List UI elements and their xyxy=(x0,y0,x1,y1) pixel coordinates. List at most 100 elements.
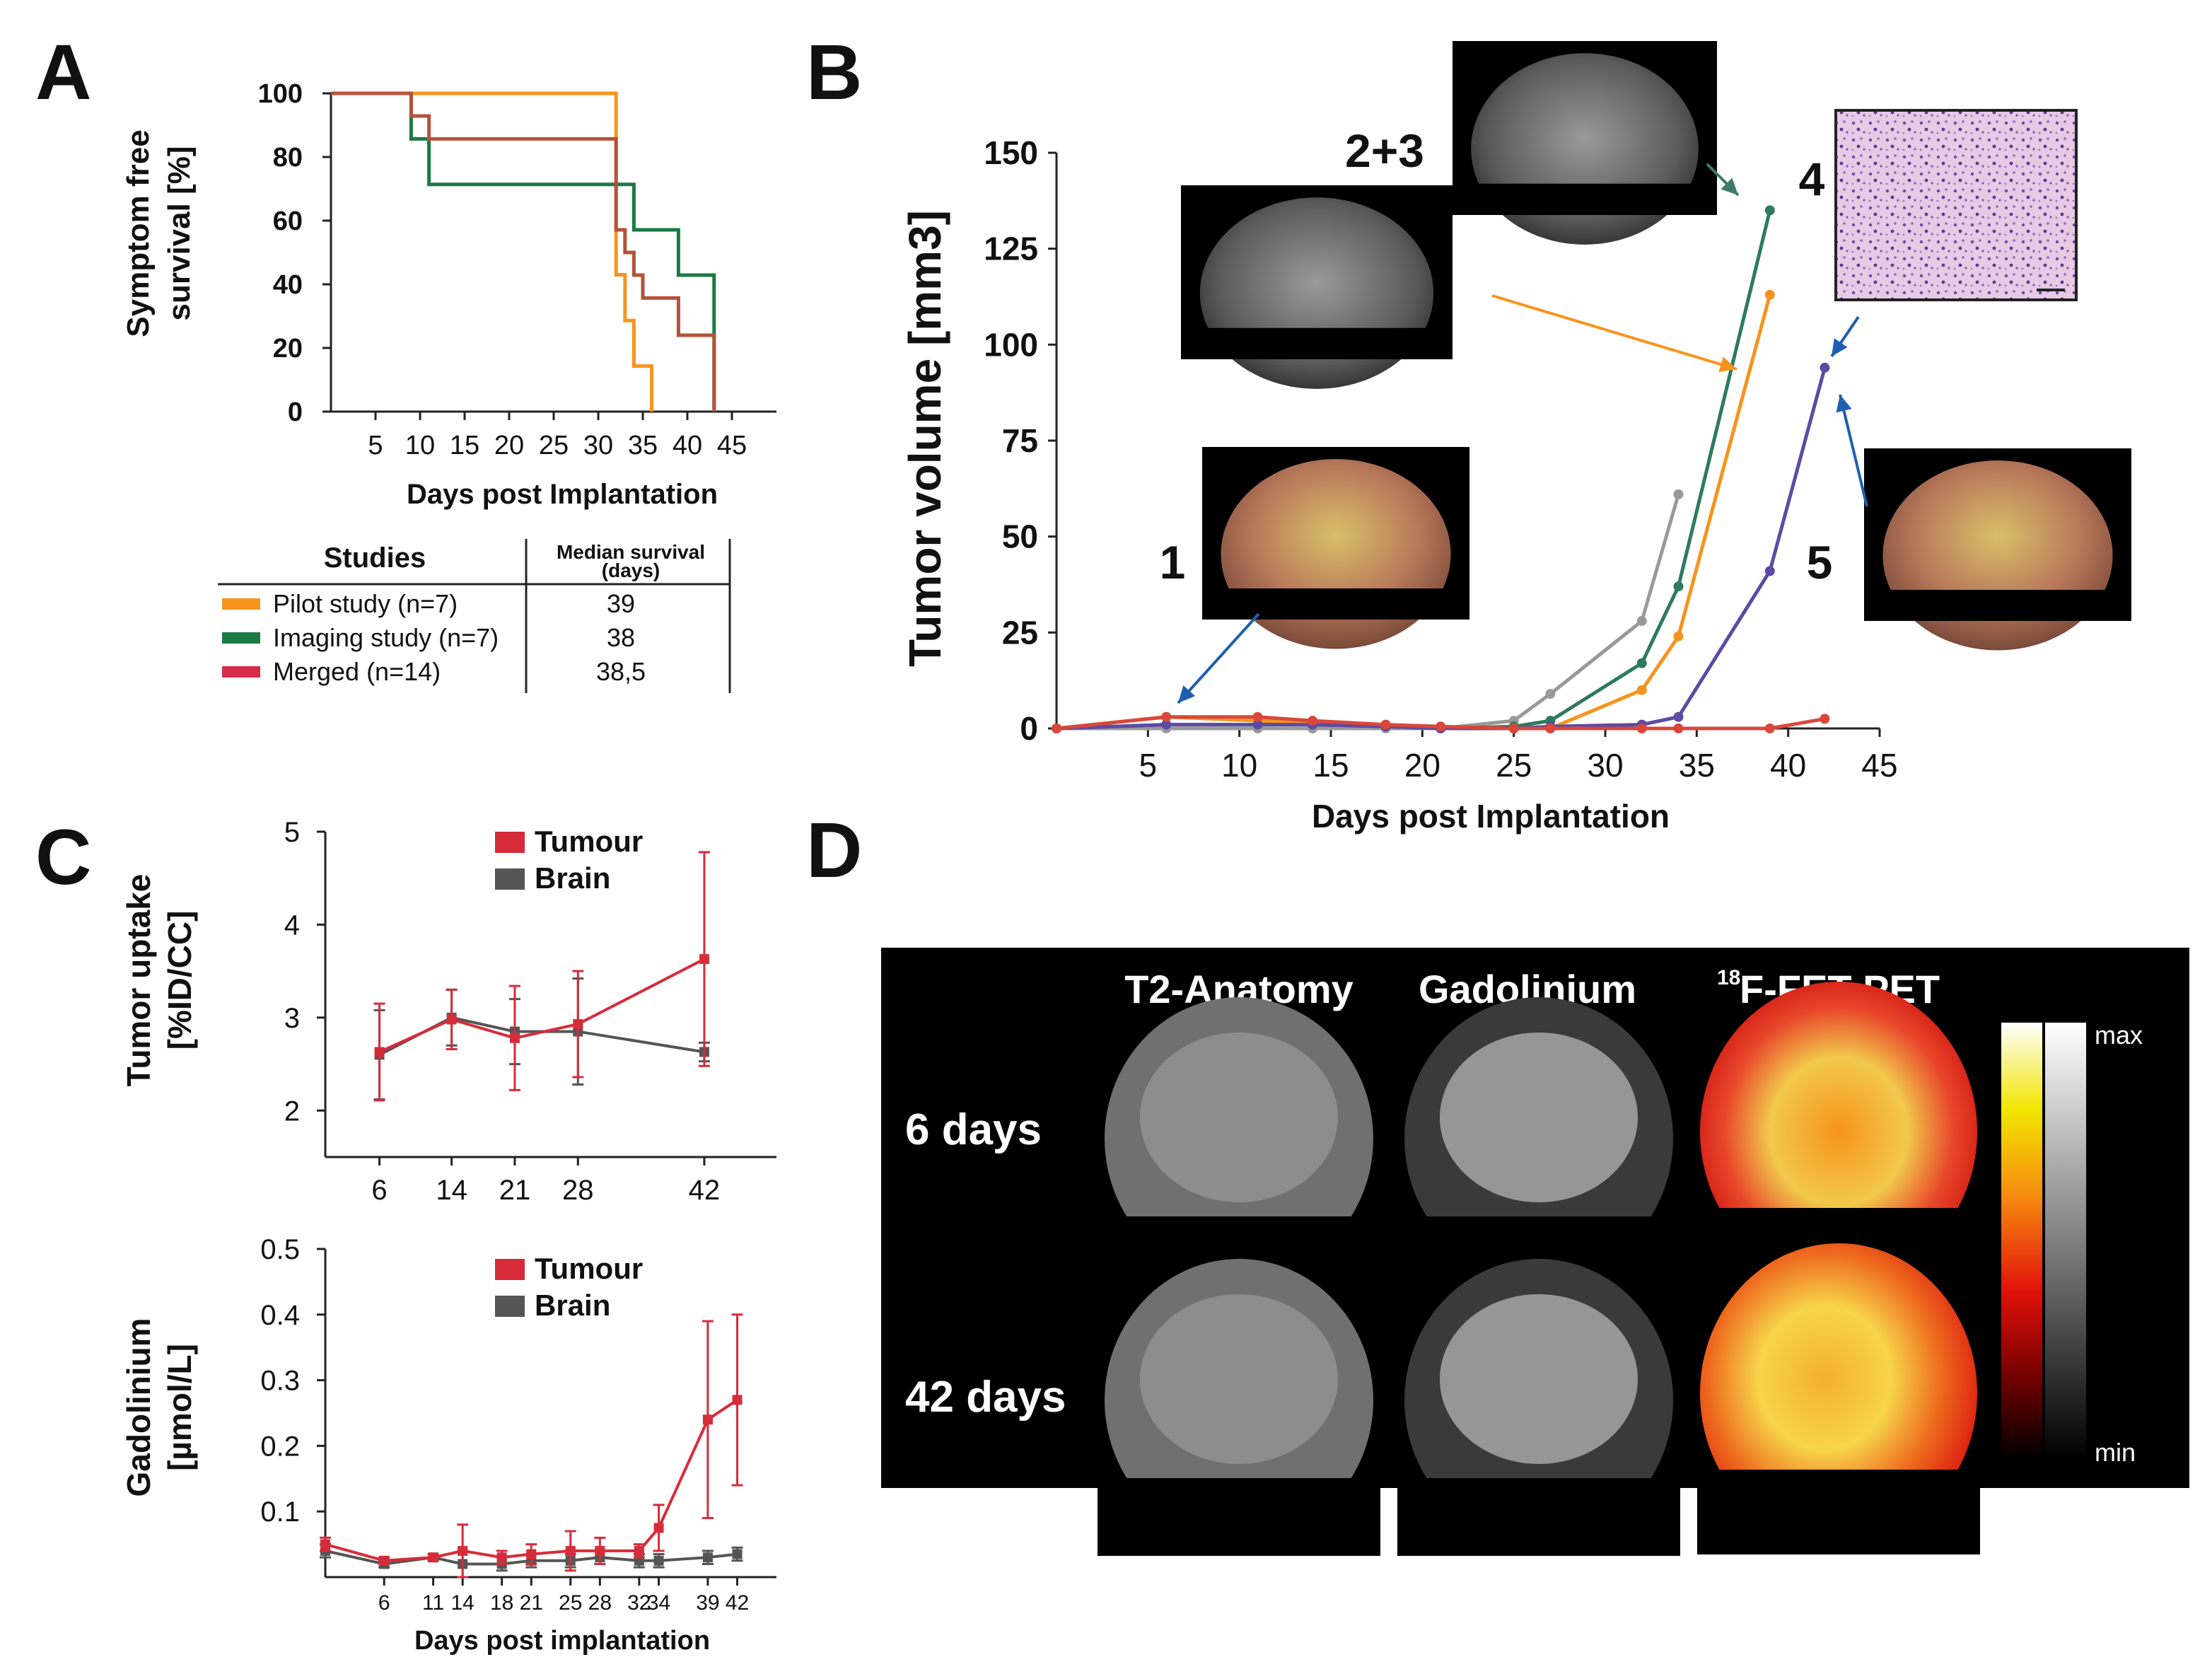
survival-x-tick-label: 5 xyxy=(368,431,383,460)
arrow-to-day6-shaft xyxy=(1177,612,1260,704)
scan-r1-c0-brain xyxy=(1140,1294,1338,1464)
y-tick-label: 2 xyxy=(284,1095,300,1127)
panel-letter-d: D xyxy=(806,807,862,894)
volume-point-3-1 xyxy=(1161,719,1172,730)
data-marker xyxy=(458,1545,468,1556)
survival-x-tick-label: 30 xyxy=(583,431,613,460)
volume-y-tick-label: 50 xyxy=(1002,518,1038,555)
survival-axes: 5 10 15 20 25 30 35 40 45 0 20 40 60 80 100 xyxy=(258,79,776,460)
table-header-median-line1: Median survival xyxy=(557,541,705,563)
fusion-inset-5 xyxy=(1864,448,2131,651)
data-marker xyxy=(653,1555,664,1566)
volume-y-tick-label: 150 xyxy=(984,134,1038,171)
survival-x-tick-label: 35 xyxy=(628,431,658,460)
legend-swatch-0 xyxy=(495,832,525,853)
data-marker xyxy=(320,1539,330,1550)
data-marker xyxy=(446,1014,457,1025)
annotation-5: 5 xyxy=(1807,536,1833,588)
scan-r1-c1 xyxy=(1397,1259,1680,1556)
volume-x-tick-label: 30 xyxy=(1587,747,1623,784)
volume-x-tick-label: 35 xyxy=(1679,747,1715,784)
panel-letter-a: A xyxy=(35,29,91,116)
x-tick-label: 14 xyxy=(436,1175,467,1206)
survival-y-tick-label: 0 xyxy=(288,397,303,427)
fusion-inset-1-base xyxy=(1202,588,1469,620)
scan-r0-c1-brain xyxy=(1440,1033,1638,1202)
data-marker xyxy=(732,1549,743,1559)
survival-ylabel-line2: survival [%] xyxy=(162,146,197,321)
legend-label-0: Tumour xyxy=(535,825,643,858)
colorbar-max-label: max xyxy=(2095,1021,2143,1050)
volume-point-4-9 xyxy=(1673,723,1684,733)
table-swatch-2 xyxy=(222,666,260,678)
legend-swatch-0 xyxy=(495,1259,525,1280)
fusion-inset-1-brain xyxy=(1221,459,1451,649)
y-tick-label: 0.5 xyxy=(260,1234,300,1265)
series-line-0 xyxy=(378,958,705,1054)
gadolinium-ylabel-line1: Gadolinium xyxy=(120,1318,157,1497)
tumor-volume-arrows xyxy=(1177,163,1868,704)
survival-curves xyxy=(331,91,716,412)
x-tick-label: 21 xyxy=(520,1591,543,1615)
x-tick-label: 42 xyxy=(689,1175,721,1206)
gadolinium-legend: Tumour Brain xyxy=(495,1252,643,1322)
volume-x-tick-label: 5 xyxy=(1139,747,1158,784)
volume-point-4-6 xyxy=(1508,723,1519,733)
scan-r1-c2-pet xyxy=(1700,1243,1977,1543)
scan-r1-c2 xyxy=(1697,1243,1980,1554)
volume-point-1-8 xyxy=(1636,658,1647,668)
scan-r1-c2-mask xyxy=(1697,1470,1980,1554)
scan-r0-c0-brain xyxy=(1140,1033,1338,1202)
survival-y-tick-label: 100 xyxy=(258,79,303,109)
y-tick-label: 4 xyxy=(284,909,300,941)
mri-inset-left-brain xyxy=(1199,197,1434,389)
survival-curve-2 xyxy=(331,91,716,412)
x-tick-label: 34 xyxy=(647,1591,670,1615)
survival-x-tick-label: 40 xyxy=(673,431,702,460)
table-row-label-0: Pilot study (n=7) xyxy=(273,589,458,618)
scan-r1-c1-brain xyxy=(1440,1294,1638,1464)
x-tick-label: 39 xyxy=(696,1591,719,1615)
volume-x-tick-label: 40 xyxy=(1770,747,1806,784)
tumor-uptake-series xyxy=(373,851,710,1102)
survival-curve-1 xyxy=(331,91,716,412)
median-survival-table: Studies Median survival(days) Pilot study … xyxy=(218,539,731,693)
series-line-0 xyxy=(325,1398,738,1562)
gadolinium-series xyxy=(320,1313,743,1579)
survival-y-tick-label: 60 xyxy=(273,207,303,236)
tumor-volume-ylabel: Tumor volume [mm3] xyxy=(900,210,950,667)
gray-colorbar xyxy=(2045,1023,2086,1458)
y-tick-label: 0.3 xyxy=(260,1366,300,1397)
gadolinium-xlabel: Days post implantation xyxy=(414,1626,710,1656)
table-row-value-0: 39 xyxy=(607,589,635,618)
mri-inset-top-base xyxy=(1453,183,1717,215)
y-tick-label: 3 xyxy=(284,1003,300,1034)
volume-x-tick-label: 10 xyxy=(1221,747,1257,784)
x-tick-label: 18 xyxy=(490,1591,513,1615)
legend-label-0: Tumour xyxy=(535,1252,643,1285)
arrow-from-histology xyxy=(1830,315,1860,358)
survival-y-tick-label: 20 xyxy=(273,334,303,364)
x-tick-label: 32 xyxy=(627,1591,651,1615)
data-marker xyxy=(374,1047,385,1057)
tumor-uptake-ylabel-line1: Tumor uptake xyxy=(120,874,157,1087)
x-tick-label: 28 xyxy=(562,1175,594,1206)
data-marker xyxy=(702,1414,713,1425)
volume-point-4-8 xyxy=(1636,723,1647,733)
arrow-to-orange-peak-shaft xyxy=(1491,294,1737,371)
y-tick-label: 0.1 xyxy=(260,1496,300,1528)
volume-x-tick-label: 15 xyxy=(1312,747,1349,784)
data-marker xyxy=(699,954,709,965)
volume-point-2-9 xyxy=(1673,631,1684,641)
hot-colorbar xyxy=(2001,1023,2042,1458)
survival-x-tick-label: 15 xyxy=(450,431,479,460)
x-tick-label: 6 xyxy=(371,1175,387,1206)
volume-point-4-2 xyxy=(1252,711,1263,722)
volume-point-4-1 xyxy=(1161,711,1172,722)
row-label-6-days: 6 days xyxy=(905,1105,1042,1154)
